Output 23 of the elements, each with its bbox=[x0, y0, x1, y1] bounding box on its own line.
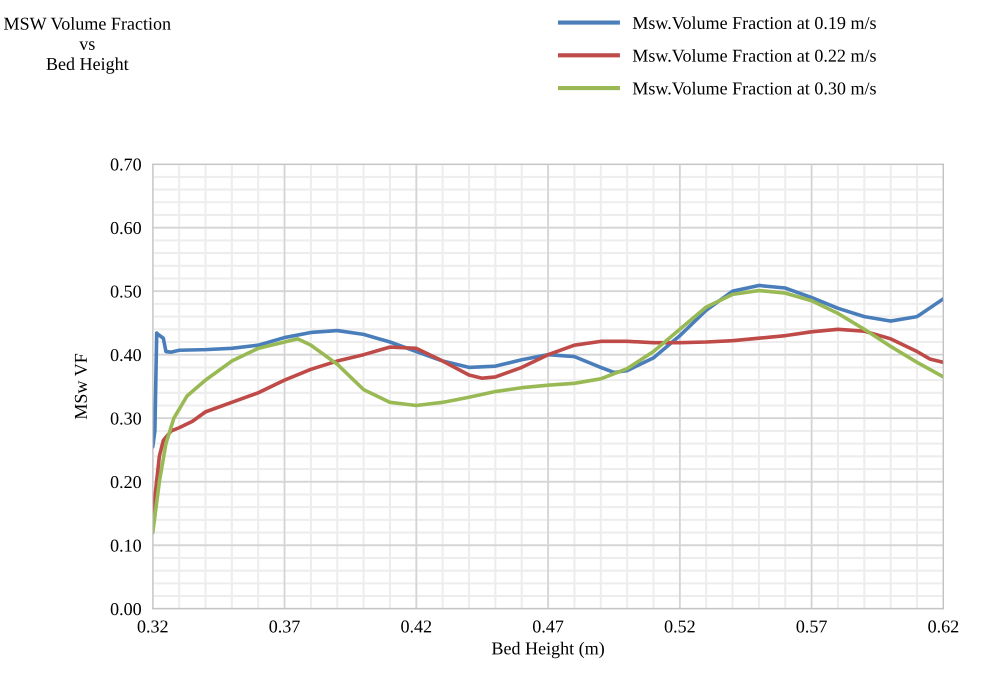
x-tick-label: 0.37 bbox=[269, 620, 300, 633]
legend-label: Msw.Volume Fraction at 0.22 m/s bbox=[632, 49, 876, 62]
line-series bbox=[152, 284, 944, 449]
y-tick-label: 0.70 bbox=[110, 158, 141, 171]
x-tick-label: 0.52 bbox=[664, 620, 695, 633]
y-tick-label: 0.10 bbox=[110, 540, 141, 552]
x-tick-label: 0.62 bbox=[928, 620, 958, 633]
y-tick-label: 0.60 bbox=[110, 222, 141, 234]
legend-label: Msw.Volume Fraction at 0.19 m/s bbox=[632, 16, 876, 30]
y-axis-title: MSw VF bbox=[74, 354, 88, 420]
chart-title: MSW Volume Fraction vs Bed Height bbox=[4, 17, 171, 74]
x-tick-label: 0.32 bbox=[138, 620, 168, 633]
legend-label: Msw.Volume Fraction at 0.30 m/s bbox=[632, 82, 876, 95]
y-tick-label: 0.50 bbox=[110, 285, 141, 298]
y-tick-label: 0.40 bbox=[110, 348, 141, 362]
x-tick-label: 0.57 bbox=[796, 620, 827, 633]
y-tick-label: 0.20 bbox=[110, 476, 141, 488]
x-tick-label: 0.42 bbox=[401, 620, 432, 633]
x-tick-label: 0.47 bbox=[532, 620, 564, 633]
line-series bbox=[152, 288, 944, 534]
y-tick-label: 0.00 bbox=[110, 603, 141, 616]
x-axis-title: Bed Height (m) bbox=[492, 642, 604, 658]
y-tick-label: 0.30 bbox=[110, 412, 141, 425]
